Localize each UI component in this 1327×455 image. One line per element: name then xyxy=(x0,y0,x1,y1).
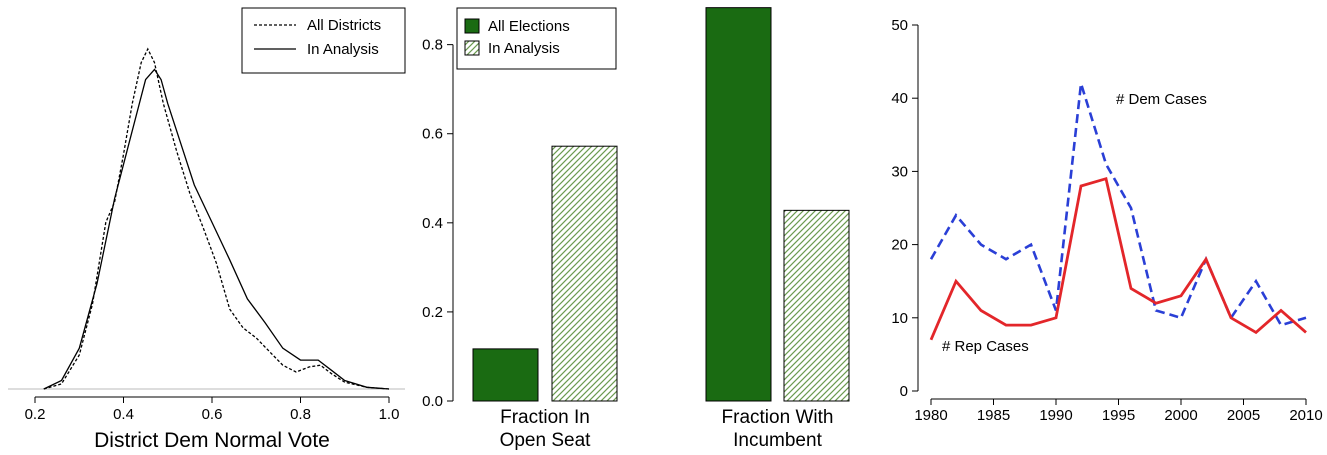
ts-line-rep-cases xyxy=(929,176,1307,341)
ts-x-tick-label: 2000 xyxy=(1164,407,1197,424)
ts-x-tick-label: 1980 xyxy=(914,407,947,424)
bar-legend xyxy=(456,7,617,70)
bar-category-label: Fraction With xyxy=(722,407,834,428)
ts-x-tick-label: 1995 xyxy=(1102,407,1135,424)
density-legend-label: In Analysis xyxy=(307,41,379,58)
ts-y-tick-label: 30 xyxy=(891,163,908,180)
bar-in-analysis xyxy=(783,209,850,402)
bar-legend-swatch xyxy=(464,40,480,56)
ts-rep-label: # Rep Cases xyxy=(942,338,1029,355)
density-x-tick-label: 0.2 xyxy=(25,406,46,423)
ts-line-dem-cases xyxy=(929,83,1307,327)
bar-all-elections xyxy=(705,7,772,402)
bar-in-analysis xyxy=(551,145,618,402)
ts-x-tick-label: 1985 xyxy=(977,407,1010,424)
ts-y-tick-label: 0 xyxy=(900,383,908,400)
bar-y-tick-label: 0.2 xyxy=(422,304,443,321)
bar-category-label: Incumbent xyxy=(733,430,822,451)
density-x-tick-label: 1.0 xyxy=(379,406,400,423)
bar-legend-label: All Elections xyxy=(488,18,570,35)
bar-y-tick-label: 0.4 xyxy=(422,215,443,232)
bar-legend-label: In Analysis xyxy=(488,40,560,57)
ts-y-tick-label: 10 xyxy=(891,310,908,327)
ts-dem-label: # Dem Cases xyxy=(1116,91,1207,108)
density-legend-label: All Districts xyxy=(307,17,381,34)
ts-y-tick-label: 50 xyxy=(891,17,908,34)
density-legend xyxy=(241,7,406,74)
bar-category-label: Open Seat xyxy=(500,430,592,451)
ts-x-tick-label: 1990 xyxy=(1039,407,1072,424)
ts-y-tick-label: 40 xyxy=(891,90,908,107)
ts-x-tick-label: 2010 xyxy=(1289,407,1322,424)
density-x-axis-label: District Dem Normal Vote xyxy=(94,429,330,452)
bar-y-tick-label: 0.0 xyxy=(422,393,443,410)
density-line-in-analysis xyxy=(43,68,390,390)
ts-x-tick-label: 2005 xyxy=(1227,407,1260,424)
bar-y-tick-label: 0.8 xyxy=(422,37,443,54)
density-x-tick-label: 0.4 xyxy=(113,406,134,423)
bar-y-tick-label: 0.6 xyxy=(422,126,443,143)
density-line-all-districts xyxy=(43,47,390,390)
bar-legend-swatch xyxy=(464,18,480,34)
density-x-tick-label: 0.6 xyxy=(202,406,223,423)
density-x-tick-label: 0.8 xyxy=(290,406,311,423)
bar-category-label: Fraction In xyxy=(500,407,590,428)
ts-y-tick-label: 20 xyxy=(891,237,908,254)
bar-all-elections xyxy=(472,348,539,402)
